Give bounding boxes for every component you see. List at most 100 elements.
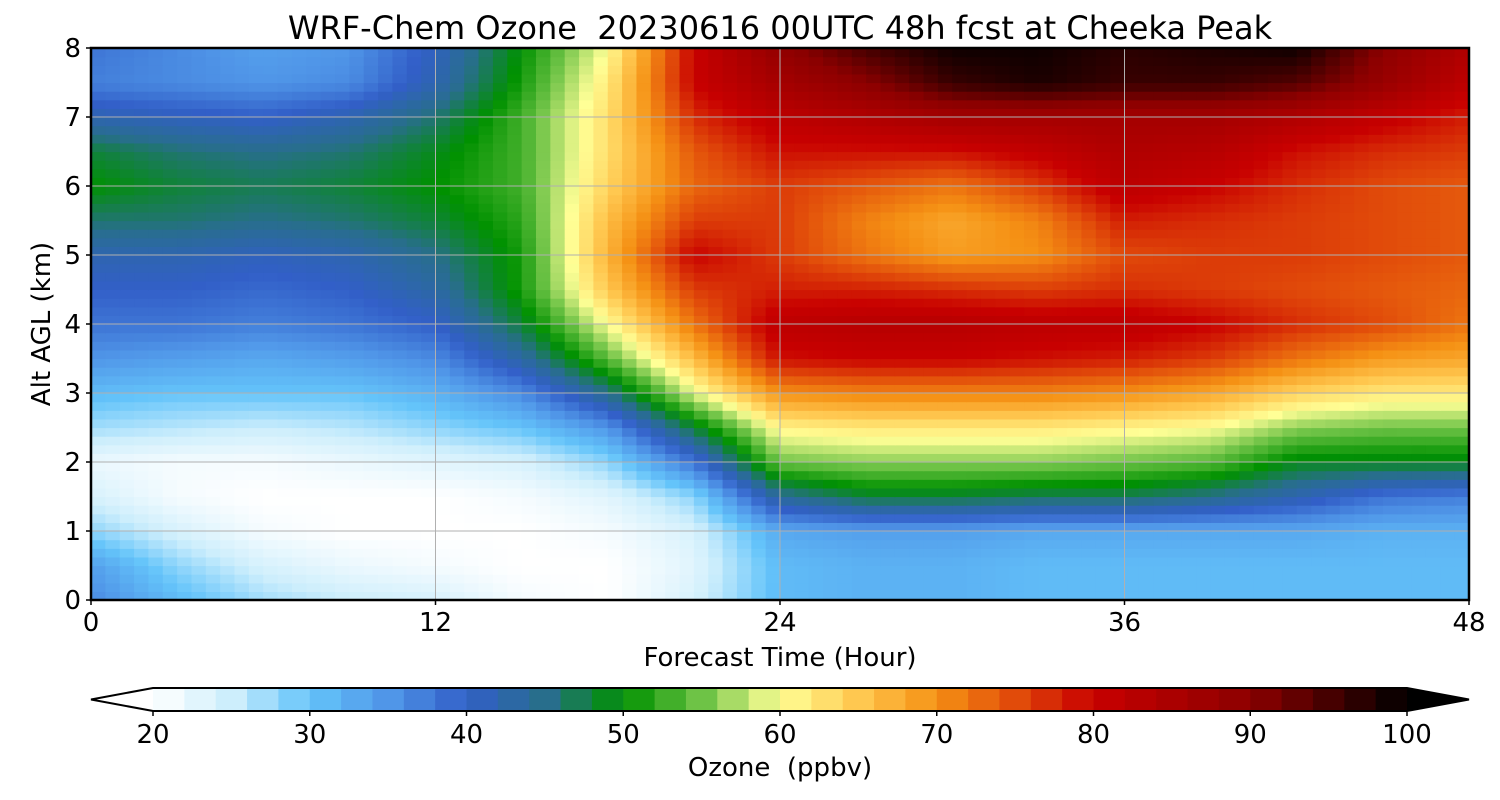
heatmap-cell	[1167, 436, 1183, 446]
heatmap-cell	[679, 324, 695, 334]
heatmap-cell	[205, 211, 221, 222]
heatmap-cell	[995, 160, 1011, 170]
heatmap-cell	[765, 272, 781, 282]
heatmap-cell	[665, 375, 681, 385]
heatmap-cell	[263, 375, 279, 385]
heatmap-cell	[1052, 470, 1068, 480]
heatmap-cell	[980, 496, 996, 506]
heatmap-cell	[1224, 496, 1240, 506]
heatmap-cell	[291, 324, 307, 334]
heatmap-cell	[521, 505, 537, 515]
heatmap-cell	[823, 255, 839, 265]
heatmap-cell	[894, 418, 910, 429]
heatmap-cell	[794, 384, 810, 394]
heatmap-cell	[205, 539, 221, 549]
heatmap-cell	[995, 565, 1011, 575]
heatmap-cell	[693, 375, 709, 385]
heatmap-cell	[320, 487, 336, 498]
heatmap-cell	[851, 470, 867, 480]
heatmap-cell	[205, 341, 221, 351]
heatmap-cell	[378, 160, 394, 170]
heatmap-cell	[1124, 280, 1140, 291]
heatmap-cell	[1425, 410, 1441, 420]
heatmap-cell	[1024, 531, 1039, 541]
heatmap-cell	[665, 436, 681, 446]
heatmap-cell	[1253, 211, 1269, 222]
heatmap-cell	[1110, 280, 1126, 291]
heatmap-cell	[1081, 306, 1097, 316]
heatmap-cell	[880, 418, 896, 429]
heatmap-cell	[636, 548, 652, 558]
heatmap-cell	[134, 479, 150, 489]
heatmap-cell	[378, 229, 394, 239]
heatmap-cell	[679, 255, 695, 265]
heatmap-cell	[464, 211, 480, 222]
heatmap-cell	[1382, 246, 1398, 256]
heatmap-cell	[435, 246, 451, 256]
heatmap-cell	[1024, 341, 1039, 351]
heatmap-cell	[492, 289, 508, 299]
heatmap-cell	[851, 358, 867, 368]
heatmap-cell	[1425, 436, 1441, 446]
heatmap-cell	[622, 289, 638, 299]
heatmap-cell	[335, 513, 350, 523]
heatmap-cell	[808, 539, 824, 549]
heatmap-cell	[1081, 332, 1097, 342]
heatmap-cell	[320, 168, 336, 178]
heatmap-cell	[1067, 358, 1083, 368]
heatmap-cell	[1411, 410, 1427, 420]
heatmap-cell	[808, 574, 824, 584]
heatmap-cell	[291, 194, 307, 204]
heatmap-cell	[1009, 574, 1025, 584]
heatmap-cell	[851, 349, 867, 360]
heatmap-cell	[349, 453, 365, 463]
heatmap-cell	[1224, 289, 1240, 299]
heatmap-cell	[1167, 565, 1183, 575]
heatmap-cell	[349, 384, 365, 394]
heatmap-cell	[1282, 574, 1298, 584]
heatmap-cell	[1397, 160, 1413, 170]
heatmap-cell	[1382, 453, 1398, 463]
heatmap-cell	[478, 531, 494, 541]
heatmap-cell	[1440, 565, 1456, 575]
heatmap-cell	[105, 574, 121, 584]
heatmap-cell	[392, 574, 408, 584]
heatmap-cell	[119, 565, 135, 575]
heatmap-cell	[1311, 531, 1327, 541]
heatmap-cell	[320, 358, 336, 368]
heatmap-cell	[449, 298, 465, 308]
heatmap-cell	[851, 246, 867, 256]
heatmap-cell	[851, 496, 867, 506]
heatmap-cell	[1382, 496, 1398, 506]
heatmap-cell	[1038, 151, 1054, 161]
heatmap-cell	[736, 272, 752, 282]
heatmap-cell	[794, 479, 810, 489]
heatmap-cell	[1210, 332, 1226, 342]
heatmap-cell	[478, 505, 494, 515]
heatmap-cell	[780, 332, 795, 342]
heatmap-cell	[966, 531, 982, 541]
heatmap-cell	[1224, 444, 1240, 454]
heatmap-cell	[248, 168, 264, 178]
heatmap-cell	[378, 436, 394, 446]
heatmap-cell	[134, 263, 150, 273]
heatmap-cell	[1325, 462, 1341, 472]
heatmap-cell	[291, 349, 307, 360]
heatmap-cell	[593, 177, 609, 187]
heatmap-cell	[1052, 367, 1068, 377]
heatmap-cell	[1024, 280, 1039, 291]
heatmap-cell	[464, 453, 480, 463]
heatmap-cell	[177, 418, 193, 429]
heatmap-cell	[177, 591, 193, 600]
heatmap-cell	[1181, 168, 1197, 178]
heatmap-cell	[937, 194, 953, 204]
heatmap-cell	[1081, 487, 1097, 498]
heatmap-cell	[665, 263, 681, 273]
heatmap-cell	[1009, 453, 1025, 463]
heatmap-cell	[1282, 427, 1298, 437]
heatmap-cell	[1382, 531, 1398, 541]
heatmap-cell	[923, 298, 939, 308]
heatmap-cell	[277, 556, 293, 567]
heatmap-cell	[765, 556, 781, 567]
heatmap-cell	[622, 496, 638, 506]
